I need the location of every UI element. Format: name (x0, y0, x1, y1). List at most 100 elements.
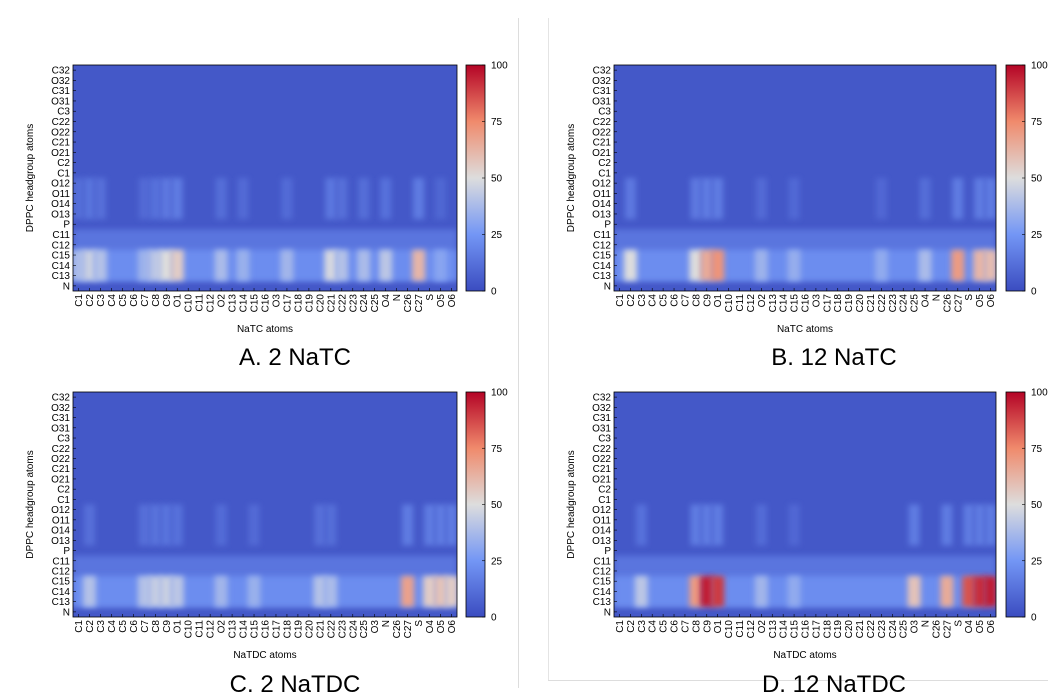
x-tick-label: N (921, 620, 932, 627)
y-tick-label: C2 (57, 485, 70, 496)
heatmap-cell-upper (635, 504, 647, 546)
y-axis-label: DPPC headgroup atoms (566, 450, 577, 558)
heatmap-cell (689, 576, 703, 607)
colorbar-tick-label: 25 (1031, 230, 1043, 241)
y-tick-label: O31 (592, 423, 611, 434)
y-tick-label: C32 (52, 66, 71, 77)
y-tick-label: C21 (593, 464, 612, 475)
heatmap-cell (148, 249, 162, 281)
colorbar-tick-label: 25 (491, 556, 503, 567)
heatmap-cell-upper (435, 178, 447, 220)
x-tick-label: S (953, 620, 964, 627)
heatmap-cell-upper (701, 504, 713, 546)
heatmap-cell-upper (755, 178, 767, 220)
y-tick-label: P (63, 546, 70, 557)
y-tick-label: C22 (52, 444, 71, 455)
heatmap-cell-upper (435, 504, 447, 546)
x-tick-label: C9 (162, 620, 173, 633)
y-tick-label: O13 (592, 209, 611, 220)
x-tick-label: O1 (713, 294, 724, 308)
x-axis-label: NaTC atoms (237, 324, 293, 335)
x-tick-label: C22 (877, 294, 888, 313)
heatmap-cell-upper (358, 178, 370, 220)
x-tick-label: C20 (844, 620, 855, 639)
heatmap-cell (137, 249, 151, 281)
x-tick-label: O2 (757, 294, 768, 308)
x-tick-label: C7 (140, 620, 151, 633)
heatmap-cell-upper (941, 504, 953, 546)
y-tick-label: C1 (598, 168, 611, 179)
colorbar-tick-label: 100 (491, 61, 508, 72)
heatmap-cell (313, 576, 327, 607)
x-tick-label: C7 (140, 294, 151, 307)
heatmap-cell-upper (446, 504, 457, 546)
y-tick-label: O32 (592, 403, 611, 414)
colorbar-tick-label: 0 (1031, 613, 1037, 624)
heatmap-cell-upper (215, 504, 227, 546)
heatmap-cell-upper (413, 178, 425, 220)
x-tick-label: C27 (414, 294, 425, 313)
y-tick-label: C13 (52, 271, 71, 282)
y-tick-label: C14 (593, 261, 612, 272)
x-tick-label: C5 (659, 620, 670, 633)
x-tick-label: O6 (447, 620, 458, 634)
y-tick-label: O22 (592, 454, 611, 465)
x-axis-label: NaTDC atoms (233, 650, 296, 661)
y-tick-label: C14 (52, 261, 71, 272)
heatmap-cell (170, 249, 184, 281)
y-tick-label: O21 (51, 474, 70, 485)
heatmap-panel-3: C32O32C31O31C3C22O22C21O21C2C1O12O11O14O… (25, 388, 508, 693)
x-tick-label: S (425, 294, 436, 301)
y-tick-label: C11 (593, 556, 611, 567)
heatmap-cell-upper (281, 178, 293, 220)
x-tick-label: O3 (271, 294, 282, 308)
x-tick-label: C23 (888, 294, 899, 313)
colorbar-tick-label: 100 (491, 388, 508, 399)
x-tick-label: C9 (702, 294, 713, 307)
y-tick-label: C2 (57, 158, 70, 169)
colorbar-tick-label: 25 (1031, 556, 1043, 567)
y-tick-label: N (63, 607, 70, 618)
heatmap-cell (623, 249, 637, 281)
y-tick-label: O21 (592, 148, 611, 159)
x-tick-label: C10 (184, 294, 195, 313)
x-tick-label: C14 (779, 294, 790, 313)
x-tick-label: C5 (659, 294, 670, 307)
panel-divider-vertical-right (548, 18, 549, 680)
heatmap-cell (434, 249, 448, 281)
panel-divider-vertical (518, 18, 519, 688)
heatmap-band-contact (73, 576, 457, 607)
y-tick-label: C12 (593, 566, 612, 577)
heatmap-cell (280, 249, 294, 281)
heatmap-cell (874, 249, 888, 281)
heatmap-panel-2: C32O32C31O31C3C22O22C21O21C2C1O12O11O14O… (566, 61, 1048, 372)
heatmap-cell-upper (138, 504, 150, 546)
heatmap-band-contact (73, 249, 457, 281)
heatmap-cell (962, 576, 976, 607)
y-tick-label: O32 (592, 76, 611, 87)
y-tick-label: O11 (52, 189, 71, 200)
colorbar-tick-label: 100 (1031, 388, 1048, 399)
heatmap-cell (423, 576, 437, 607)
x-tick-label: C22 (866, 620, 877, 639)
y-tick-label: C13 (593, 597, 612, 608)
y-tick-label: O22 (51, 127, 70, 138)
heatmap-cell-upper (83, 504, 95, 546)
colorbar-tick-label: 50 (491, 174, 503, 185)
heatmap-cell-upper (963, 504, 975, 546)
y-tick-label: C12 (593, 240, 612, 251)
heatmap-cell (357, 249, 371, 281)
heatmap-cell (973, 249, 987, 281)
x-tick-label: O2 (757, 620, 768, 634)
heatmap-cell-upper (138, 178, 150, 220)
x-tick-label: C22 (337, 294, 348, 313)
x-tick-label: O5 (436, 620, 447, 634)
x-tick-label: C8 (151, 294, 162, 307)
x-tick-label: C19 (293, 620, 304, 639)
heatmap-cell-upper (325, 178, 337, 220)
x-tick-label: C12 (746, 620, 757, 639)
x-tick-label: C10 (724, 620, 735, 639)
panel-divider-horizontal (548, 680, 1048, 681)
heatmap-cells (73, 178, 457, 281)
colorbar-tick-label: 100 (1031, 61, 1048, 72)
